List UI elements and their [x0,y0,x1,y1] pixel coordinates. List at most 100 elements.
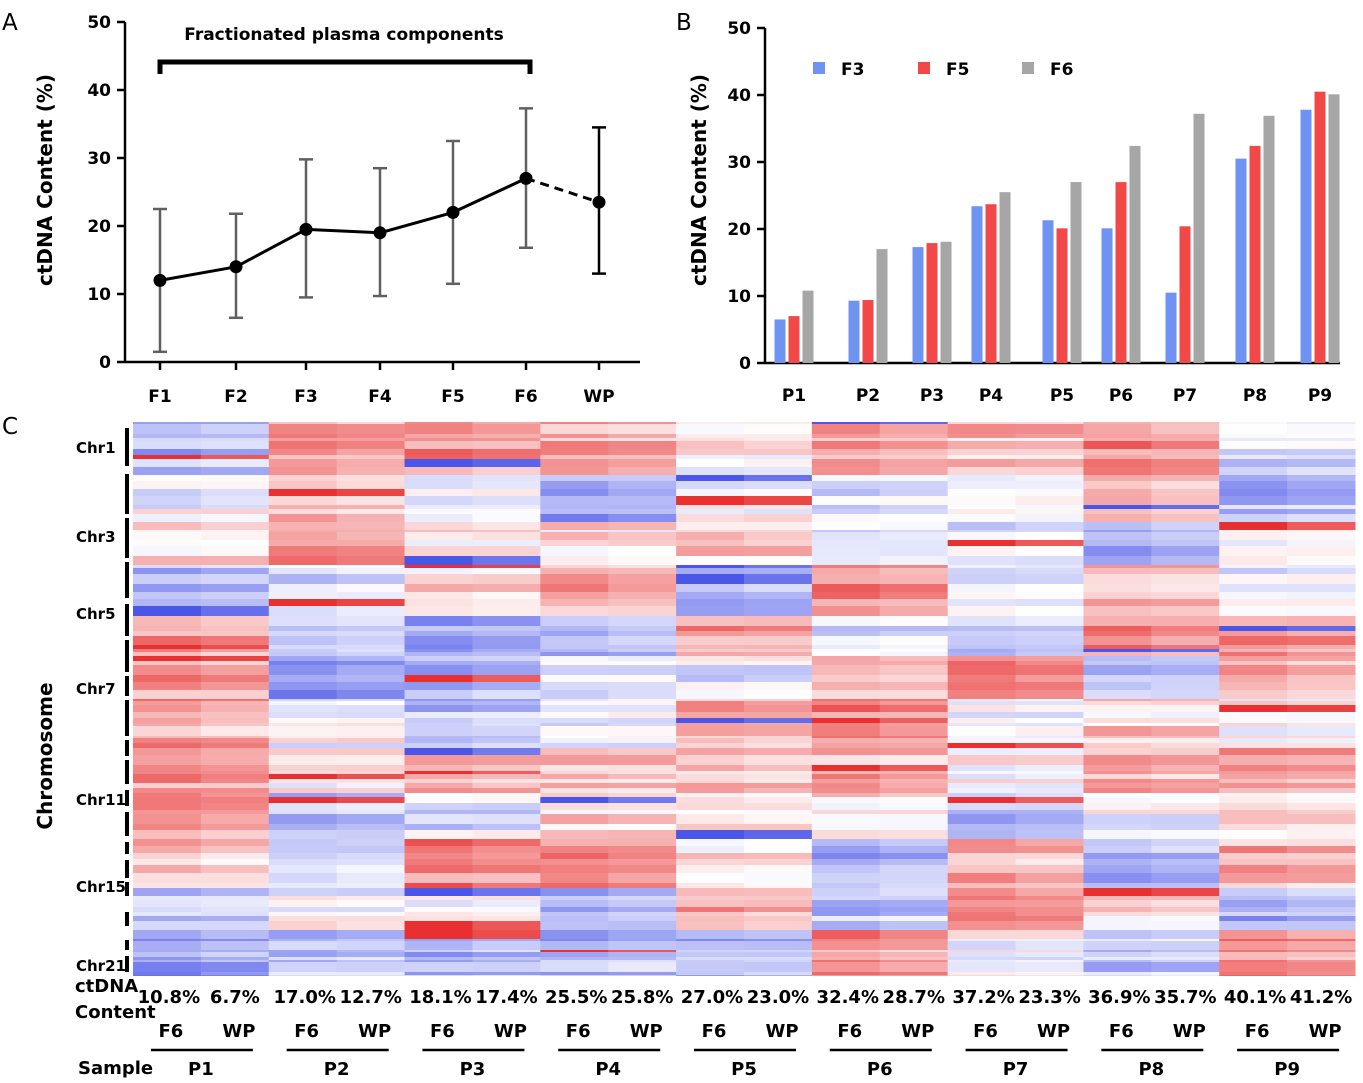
chart-a-point [592,195,606,209]
heatmap-cell-f6 [268,438,338,441]
heatmap-cell-wp [1287,584,1356,592]
heatmap-cell-wp [1015,459,1084,467]
heatmap-cell-f6 [540,699,609,701]
chart-b-bar-f5 [926,243,938,363]
heatmap-cell-f6 [1083,896,1152,900]
heatmap-cell-f6 [811,675,881,682]
heatmap-cell-f6 [1219,738,1288,743]
heatmap-cell-wp [1287,665,1356,675]
heatmap-cell-wp [879,975,949,976]
heatmap-cell-f6 [540,771,609,774]
heatmap-cell-wp [608,718,677,723]
heatmap-cell-wp [1151,455,1220,459]
heatmap-cell-f6 [811,505,881,509]
chart-b-xtick-label: P9 [1308,386,1332,406]
heatmap-cell-wp [608,810,677,814]
heatmap-cell-wp [472,489,541,496]
heatmap-cell-f6 [1083,960,1152,962]
heatmap-cell-wp [472,873,541,883]
heatmap-cell-f6 [1083,496,1152,505]
heatmap-cell-wp [336,665,406,675]
heatmap-cell-f6 [268,449,338,455]
heatmap-cell-f6 [133,718,202,723]
heatmap-cell-f6 [676,438,745,441]
column-type-f6: F6 [1109,1021,1134,1042]
heatmap-cell-f6 [811,514,881,522]
heatmap-cell-wp [1015,912,1084,916]
heatmap-cell-f6 [268,726,338,736]
heatmap-cell-wp [472,896,541,900]
heatmap-cell-wp [879,907,949,912]
heatmap-cell-wp [608,705,677,712]
heatmap-cell-f6 [811,701,881,705]
heatmap-cell-wp [744,422,813,424]
heatmap-cell-wp [1151,699,1220,701]
heatmap-cell-f6 [811,803,881,810]
heatmap-cell-f6 [947,645,1017,649]
heatmap-cell-wp [744,950,813,952]
heatmap-cell-f6 [947,496,1017,505]
heatmap-cell-wp [1015,957,1084,960]
heatmap-cell-wp [1015,774,1084,779]
heatmap-cell-f6 [133,865,202,873]
heatmap-cell-wp [1151,846,1220,853]
heatmap-cell-f6 [1083,916,1152,921]
heatmap-cell-wp [1151,449,1220,455]
heatmap-cell-wp [200,475,270,481]
heatmap-cell-f6 [947,481,1017,489]
heatmap-cell-f6 [133,574,202,584]
heatmap-cell-f6 [947,774,1017,779]
heatmap-cell-f6 [1083,873,1152,883]
heatmap-cell-f6 [133,481,202,489]
heatmap-cell-f6 [404,779,473,783]
heatmap-cell-wp [744,824,813,830]
heatmap-cell-wp [472,797,541,803]
ctdna-value-wp: 41.2% [1290,987,1352,1008]
heatmap-cell-wp [608,656,677,661]
heatmap-cell-wp [744,810,813,814]
heatmap-cell-wp [744,522,813,530]
heatmap-cell-f6 [133,774,202,779]
heatmap-cell-f6 [133,907,202,912]
chart-a-ytick-label: 40 [87,81,111,101]
heatmap-cell-f6 [947,665,1017,675]
heatmap-cell-wp [472,636,541,645]
heatmap-cell-f6 [1219,839,1288,846]
heatmap-cell-wp [744,682,813,690]
ctdna-value-f6: 17.0% [273,987,335,1008]
heatmap-cell-f6 [404,738,473,743]
heatmap-cell-wp [200,556,270,565]
heatmap-cell-f6 [1083,649,1152,652]
heatmap-cell-f6 [811,736,881,738]
heatmap-cell-wp [1151,793,1220,797]
heatmap-cell-f6 [268,645,338,649]
heatmap-cell-wp [744,514,813,522]
heatmap-cell-wp [608,574,677,584]
heatmap-cell-f6 [1083,606,1152,616]
heatmap-cell-wp [1287,765,1356,771]
heatmap-cell-f6 [947,972,1017,975]
heatmap-cell-f6 [540,865,609,873]
heatmap-cell-wp [1015,896,1084,900]
heatmap-cell-wp [744,489,813,496]
heatmap-cell-f6 [1083,743,1152,748]
heatmap-cell-f6 [268,467,338,475]
heatmap-cell-wp [336,859,406,865]
heatmap-cell-wp [200,774,270,779]
heatmap-cell-f6 [1219,455,1288,459]
heatmap-cell-wp [608,690,677,699]
heatmap-cell-f6 [676,814,745,824]
heatmap-cell-f6 [540,606,609,616]
chart-a-line-segment [379,210,454,235]
heatmap-cell-wp [608,921,677,930]
heatmap-cell-f6 [133,883,202,888]
heatmap-cell-f6 [404,712,473,718]
heatmap-cell-f6 [404,690,473,699]
heatmap-cell-f6 [676,522,745,530]
heatmap-cell-wp [336,788,406,793]
heatmap-cell-wp [1151,755,1220,765]
heatmap-cell-wp [1015,900,1084,907]
heatmap-cell-f6 [947,489,1017,496]
heatmap-cell-f6 [1083,422,1152,424]
heatmap-cell-f6 [676,682,745,690]
